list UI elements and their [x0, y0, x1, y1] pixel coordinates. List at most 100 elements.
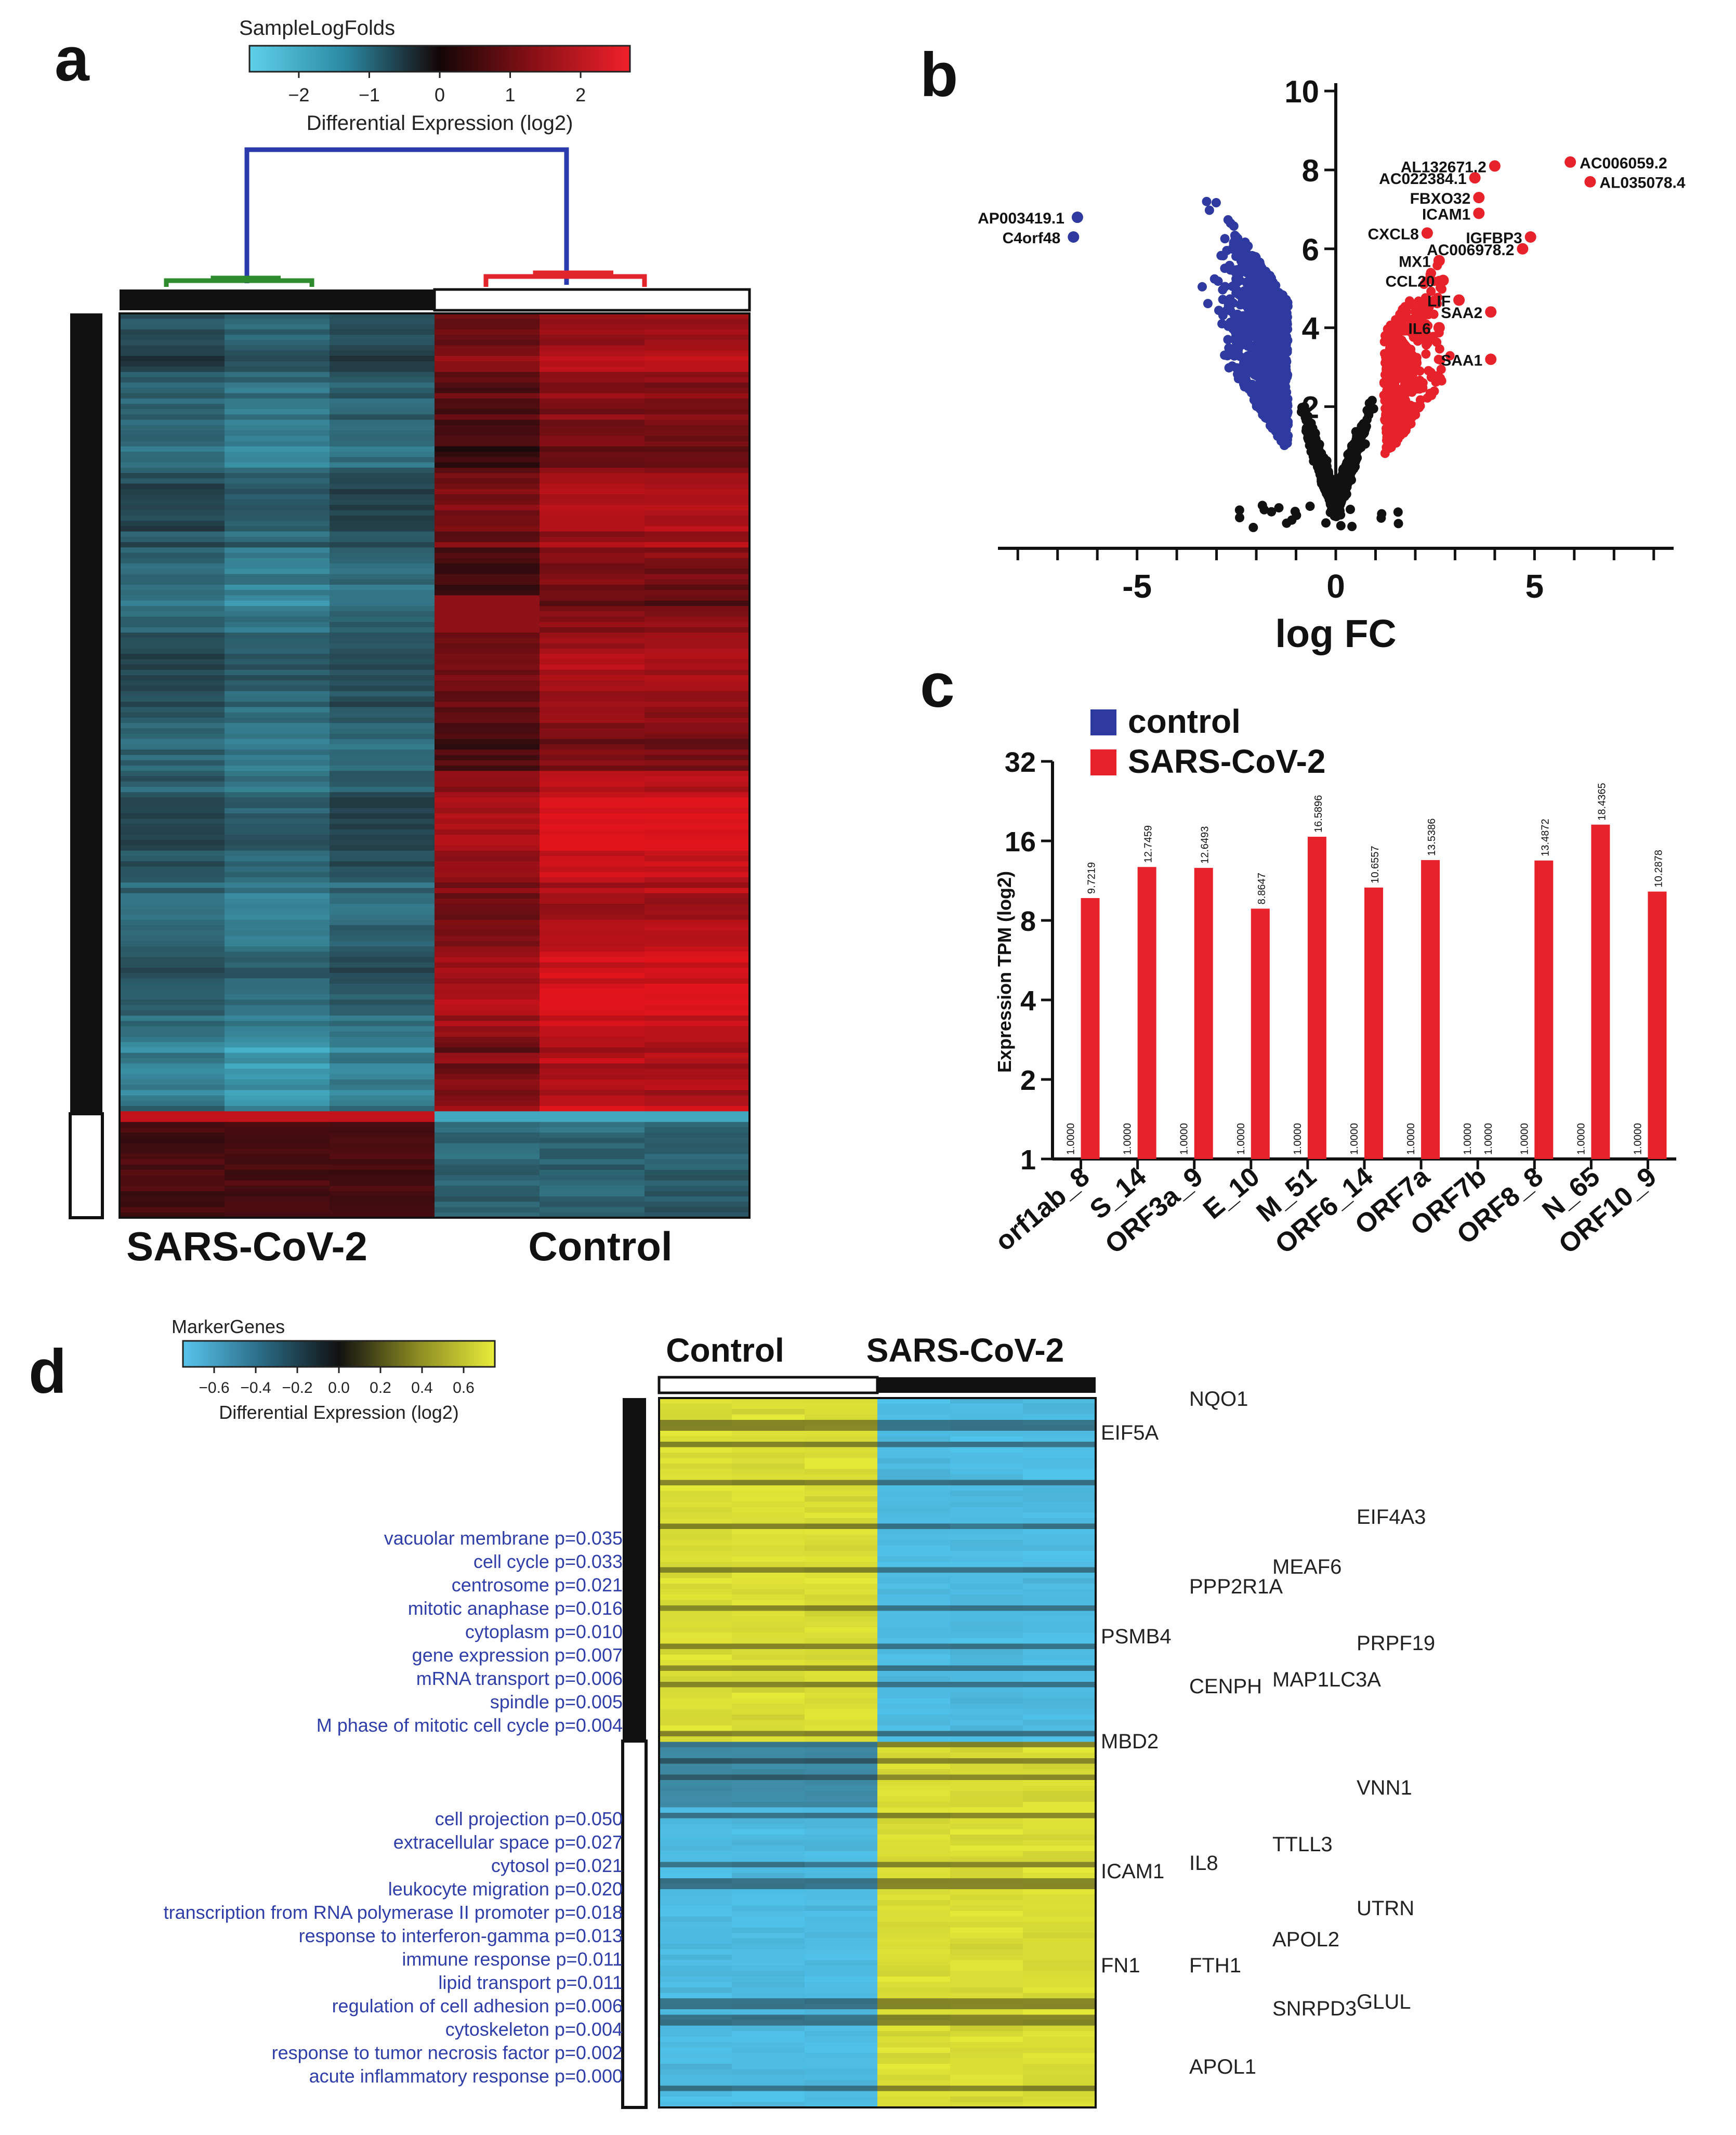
heatmap-a-cell: [435, 1010, 540, 1016]
heatmap-a-cell: [540, 372, 645, 378]
heatmap-d-cell: [877, 1824, 951, 1830]
heatmap-a-cell: [120, 882, 225, 889]
bar-sars: [1364, 887, 1383, 1159]
volcano-point: [1265, 335, 1274, 345]
heatmap-a-cell: [330, 888, 435, 894]
heatmap-a-cell: [225, 824, 330, 830]
heatmap-a-cell: [225, 616, 330, 623]
heatmap-d-cell: [732, 1720, 805, 1726]
heatmap-a-cell: [330, 723, 435, 729]
heatmap-a-cell: [225, 1069, 330, 1075]
heatmap-d-cell: [732, 1523, 805, 1530]
heatmap-a-cell: [540, 728, 645, 734]
heatmap-d-cell: [877, 1731, 951, 1737]
heatmap-a-cell: [645, 808, 750, 814]
heatmap-d-cell: [877, 1403, 951, 1409]
volcano-point: [1232, 323, 1242, 333]
heatmap-a-cell: [330, 552, 435, 559]
heatmap-d-cell: [1023, 1813, 1096, 1819]
heatmap-a-cell: [435, 319, 540, 325]
volcano-point-label: AC022384.1: [1379, 170, 1466, 188]
heatmap-a-cell: [120, 739, 225, 745]
legend-label-sars: SARS-CoV-2: [1128, 743, 1326, 780]
heatmap-a-cell: [120, 340, 225, 346]
heatmap-d-cell: [659, 1987, 732, 1994]
heatmap-a-cell: [540, 404, 645, 410]
heatmap-a-cell: [435, 872, 540, 878]
heatmap-d-cell: [659, 1698, 732, 1704]
heatmap-d-cell: [805, 2014, 878, 2021]
heatmap-d-cell: [877, 1916, 951, 1922]
volcano-point: [1422, 297, 1431, 307]
heatmap-a-cell: [225, 552, 330, 559]
heatmap-d-cell: [1023, 1791, 1096, 1797]
volcano-point: [1423, 321, 1433, 331]
volcano-labeled-point: [1564, 156, 1576, 168]
heatmap-a-cell: [645, 845, 750, 851]
heatmap-a-cell: [225, 536, 330, 543]
heatmap-a-cell: [435, 792, 540, 798]
heatmap-a-cell: [435, 739, 540, 745]
heatmap-a-cell: [540, 1111, 645, 1117]
heatmap-a-cell: [225, 1191, 330, 1197]
heatmap-d-cell: [877, 2058, 951, 2064]
heatmap-a-cell: [540, 680, 645, 687]
heatmap-a-cell: [645, 1037, 750, 1043]
heatmap-a-cell: [225, 755, 330, 761]
heatmap-a-cell: [435, 1185, 540, 1192]
heatmap-a-cell: [645, 563, 750, 569]
heatmap-d-cell: [659, 1442, 732, 1448]
heatmap-a-cell: [540, 1132, 645, 1139]
volcano-point: [1261, 287, 1271, 297]
heatmap-a-cell: [435, 824, 540, 830]
volcano-point-label: AL132671.2: [1401, 159, 1487, 176]
heatmap-a-cell: [225, 733, 330, 740]
heatmap-d-cell: [950, 1949, 1023, 1955]
heatmap-d-cell: [950, 1578, 1023, 1584]
volcano-point-label: AC006059.2: [1580, 155, 1667, 172]
heatmap-a-cell: [225, 856, 330, 862]
heatmap-d-cell: [805, 1611, 878, 1617]
heatmap-a-cell: [540, 510, 645, 516]
heatmap-d-cell: [1023, 1829, 1096, 1835]
heatmap-d-cell: [805, 1469, 878, 1475]
heatmap-d-cell: [659, 1469, 732, 1475]
heatmap-d-cell: [1023, 1551, 1096, 1557]
heatmap-d-cell: [950, 1971, 1023, 1977]
heatmap-a-cell: [120, 766, 225, 771]
heatmap-a-cell: [330, 1037, 435, 1043]
heatmap-a-cell: [120, 1106, 225, 1112]
heatmap-a-cell: [330, 1212, 435, 1218]
heatmap-a-cell: [435, 1100, 540, 1106]
heatmap-a-cell: [225, 904, 330, 910]
heatmap-d-cell: [659, 1540, 732, 1546]
heatmap-a-cell: [225, 409, 330, 415]
volcano-point: [1259, 505, 1269, 515]
heatmap-d-cell: [659, 1507, 732, 1513]
heatmap-d-cell: [1023, 1529, 1096, 1535]
heatmap-d-cell: [659, 1715, 732, 1721]
heatmap-d-cell: [659, 2047, 732, 2053]
heatmap-a-cell: [120, 1143, 225, 1149]
heatmap-d-cell: [805, 1578, 878, 1584]
heatmap-d-cell: [1023, 1671, 1096, 1677]
heatmap-a-cell: [645, 569, 750, 575]
heatmap-a-cell: [225, 797, 330, 803]
heatmap-d-cell: [1023, 2064, 1096, 2070]
group-bar-control-d: [657, 1376, 879, 1394]
heatmap-d-cell: [805, 1867, 878, 1874]
heatmap-d-cell: [732, 1398, 805, 1404]
heatmap-a-cell: [120, 622, 225, 628]
heatmap-a-cell: [120, 712, 225, 718]
heatmap-d-cell: [805, 1763, 878, 1770]
heatmap-a-cell: [645, 515, 750, 521]
go-term: cell cycle p=0.033: [474, 1551, 623, 1572]
heatmap-d-cell: [950, 1807, 1023, 1813]
heatmap-a-cell: [645, 877, 750, 883]
heatmap-a-cell: [120, 436, 225, 442]
heatmap-a-cell: [120, 319, 225, 325]
heatmap-d-cell: [1023, 1523, 1096, 1530]
volcano-point: [1307, 427, 1316, 437]
heatmap-a-cell: [330, 1026, 435, 1032]
heatmap-a-cell: [645, 616, 750, 623]
